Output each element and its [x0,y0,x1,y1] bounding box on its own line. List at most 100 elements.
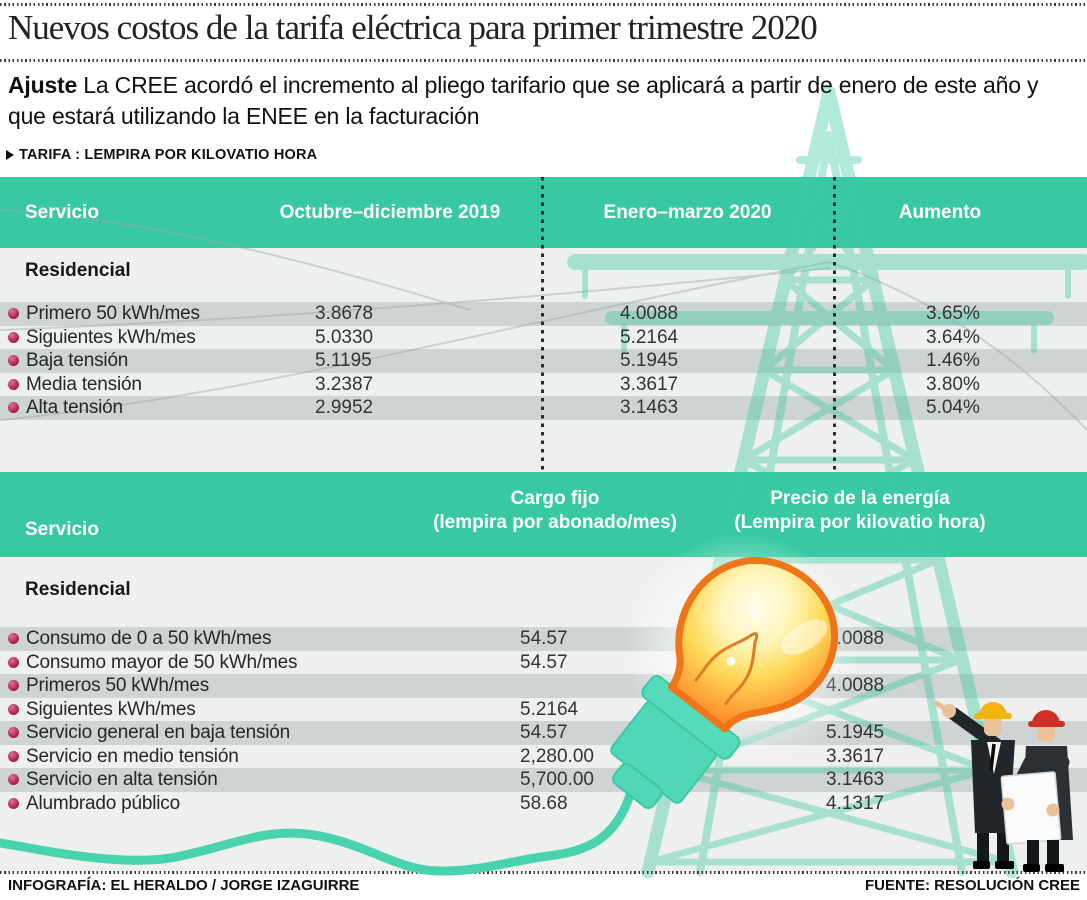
value-aumento: 1.46% [926,350,980,371]
bullet-dot-icon [8,727,19,738]
footer-source: FUENTE: RESOLUCIÓN CREE [864,877,1080,894]
value-cargo-fijo: 2,280.00 [520,745,594,767]
bullet-dot-icon [8,633,19,644]
table2-header-cargo-fijo: Cargo fijo (lempira por abonado/mes) [400,487,710,535]
column-divider [833,177,836,472]
precio-title: Precio de la energía [770,488,950,509]
divider-footer [0,871,1087,874]
row-label: Primeros 50 kWh/mes [26,675,210,696]
value-precio: 3.3617 [826,745,885,767]
value-ene-mar: 5.1945 [620,350,679,371]
bullet-dot-icon [8,331,19,343]
value-aumento: 3.64% [926,326,980,348]
table2-header: Servicio Cargo fijo (lempira por abonado… [0,472,1087,557]
value-oct-dic: 5.1195 [315,350,372,371]
value-precio: 3.1463 [826,769,885,790]
value-precio: 5.1945 [826,722,885,743]
table-row: Servicio en medio tensión 2,280.00 3.361… [0,745,1087,769]
cargo-fijo-title: Cargo fijo [510,488,600,509]
value-oct-dic: 3.2387 [315,373,374,395]
intro-paragraph: Ajuste La CREE acordó el incremento al p… [8,70,1060,132]
table-row: Servicio general en baja tensión 54.57 5… [0,721,1087,745]
intro-text: La CREE acordó el incremento al pliego t… [8,72,1039,129]
bullet-dot-icon [8,402,19,413]
table-row: Primero 50 kWh/mes 3.8678 4.0088 3.65% [0,302,1087,326]
footer-credit: INFOGRAFÍA: EL HERALDO / JORGE IZAGUIRRE [8,877,360,894]
table2-body: Residencial Consumo de 0 a 50 kWh/mes 54… [0,557,1087,872]
table-row: Alumbrado público 58.68 4.1317 [0,792,1087,816]
table1-header-aumento: Aumento [898,202,982,223]
divider-under-title [0,59,1087,62]
precio-sub: (Lempira por kilovatio hora) [734,511,986,533]
table-row: Alta tensión 2.9952 3.1463 5.04% [0,396,1087,420]
table-row: Siguientes kWh/mes 5.2164 [0,698,1087,722]
value-ene-mar: 3.3617 [620,373,679,395]
bullet-dot-icon [8,750,19,762]
table-row: Siguientes kWh/mes 5.0330 5.2164 3.64% [0,326,1087,350]
table-row: Media tensión 3.2387 3.3617 3.80% [0,373,1087,397]
bullet-dot-icon [8,308,19,319]
cargo-fijo-sub: (lempira por abonado/mes) [433,511,677,533]
value-cargo-fijo: 5.2164 [520,698,579,720]
table2-header-precio: Precio de la energía (Lempira por kilova… [705,487,1015,535]
value-oct-dic: 3.8678 [315,303,374,324]
row-label: Consumo mayor de 50 kWh/mes [26,651,298,673]
bullet-dot-icon [8,797,19,809]
value-cargo-fijo: 58.68 [520,792,568,814]
value-aumento: 3.65% [926,303,980,324]
row-stripe [0,349,1087,373]
value-ene-mar: 3.1463 [620,397,679,418]
bullet-dot-icon [8,656,19,668]
table-row: Consumo mayor de 50 kWh/mes 54.57 [0,651,1087,675]
value-aumento: 5.04% [926,397,980,418]
table1-header-ene-mar: Enero–marzo 2020 [603,202,772,223]
table1-header-oct-dic: Octubre–diciembre 2019 [279,202,501,223]
row-label: Siguientes kWh/mes [26,698,196,720]
row-label: Alumbrado público [26,792,180,814]
value-aumento: 3.80% [926,373,980,395]
row-stripe [0,768,1087,792]
value-cargo-fijo: 54.57 [520,651,568,673]
bullet-dot-icon [8,378,19,390]
table-row: Baja tensión 5.1195 5.1945 1.46% [0,349,1087,373]
row-label: Servicio en alta tensión [26,769,218,790]
column-divider [541,177,544,472]
table-row: Primeros 50 kWh/mes 4.0088 [0,674,1087,698]
divider-top [0,3,1087,6]
value-precio: 4.0088 [826,628,885,649]
table1-header-servicio: Servicio [25,202,99,223]
tariff-note: TARIFA : LEMPIRA POR KILOVATIO HORA [6,147,317,163]
bullet-dot-icon [8,703,19,715]
value-precio: 4.0088 [826,675,885,696]
table1-section-label: Residencial [25,260,131,281]
table1-body: Residencial Primero 50 kWh/mes 3.8678 4.… [0,248,1087,472]
row-stripe [0,302,1087,326]
value-oct-dic: 2.9952 [315,397,374,418]
row-label: Servicio en medio tensión [26,745,239,767]
row-label: Servicio general en baja tensión [26,722,290,743]
row-label: Primero 50 kWh/mes [26,303,200,324]
bullet-dot-icon [8,774,19,785]
table2-section-label: Residencial [25,579,131,600]
value-cargo-fijo: 54.57 [520,722,568,743]
page-title: Nuevos costos de la tarifa eléctrica par… [8,8,818,47]
value-cargo-fijo: 5,700.00 [520,769,594,790]
value-cargo-fijo: 54.57 [520,628,568,649]
row-stripe [0,396,1087,420]
row-label: Baja tensión [26,350,129,371]
row-label: Media tensión [26,373,142,395]
value-precio: 4.1317 [826,792,885,814]
intro-lead: Ajuste [8,72,78,98]
table-row: Servicio en alta tensión 5,700.00 3.1463 [0,768,1087,792]
row-label: Consumo de 0 a 50 kWh/mes [26,628,272,649]
value-oct-dic: 5.0330 [315,326,374,348]
table-row: Consumo de 0 a 50 kWh/mes 54.57 4.0088 [0,627,1087,651]
row-label: Siguientes kWh/mes [26,326,196,348]
bullet-dot-icon [8,680,19,691]
value-ene-mar: 4.0088 [620,303,679,324]
tariff-note-label: TARIFA : LEMPIRA POR KILOVATIO HORA [19,147,318,163]
value-ene-mar: 5.2164 [620,326,679,348]
table2-header-servicio: Servicio [25,519,99,540]
row-label: Alta tensión [26,397,123,418]
